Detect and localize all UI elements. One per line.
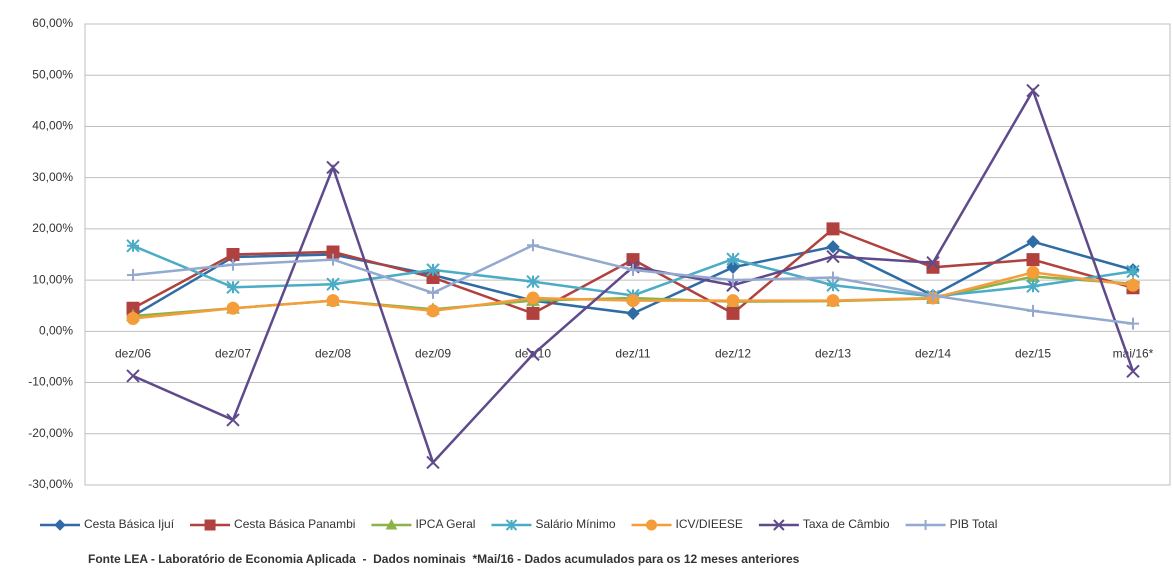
- legend-marker: [54, 519, 66, 531]
- point-marker: [1026, 234, 1040, 249]
- legend-marker: [385, 518, 398, 530]
- x-tick-label: dez/07: [215, 347, 251, 361]
- point-marker: [126, 369, 140, 383]
- point-marker: [1127, 317, 1139, 330]
- point-marker: [1027, 304, 1039, 317]
- y-tick-label: -10,00%: [28, 375, 73, 389]
- point-marker: [1026, 253, 1040, 267]
- point-marker: [526, 306, 540, 320]
- point-marker: [526, 291, 540, 305]
- point-marker: [626, 306, 640, 321]
- point-marker: [226, 301, 240, 315]
- series-line: [132, 87, 1135, 465]
- y-tick-label: 60,00%: [32, 16, 73, 30]
- point-marker: [826, 222, 840, 236]
- point-marker: [327, 253, 339, 266]
- point-marker: [626, 294, 640, 308]
- legend-label: IPCA Geral: [415, 517, 475, 531]
- x-tick-label: dez/12: [715, 347, 751, 361]
- point-marker: [226, 413, 240, 427]
- point-marker: [726, 294, 740, 308]
- point-marker: [427, 286, 439, 299]
- y-tick-label: 0,00%: [39, 324, 73, 338]
- y-tick-label: -20,00%: [28, 426, 73, 440]
- point-marker: [126, 239, 140, 253]
- point-marker: [326, 294, 340, 308]
- point-marker: [1126, 278, 1140, 292]
- point-marker: [526, 347, 540, 362]
- point-marker: [826, 240, 840, 254]
- point-marker: [526, 274, 540, 289]
- y-tick-label: 40,00%: [32, 119, 73, 133]
- y-tick-label: 50,00%: [32, 67, 73, 81]
- point-marker: [1026, 265, 1040, 279]
- point-marker: [926, 255, 940, 270]
- x-tick-label: dez/06: [115, 347, 151, 361]
- x-tick-label: mai/16*: [1113, 347, 1154, 361]
- point-marker: [426, 304, 440, 318]
- point-marker: [826, 278, 840, 292]
- point-marker: [227, 258, 239, 271]
- legend-label: Taxa de Câmbio: [803, 517, 890, 531]
- point-marker: [527, 239, 539, 252]
- point-marker: [826, 294, 840, 308]
- point-marker: [326, 277, 340, 291]
- x-tick-label: dez/14: [915, 347, 951, 361]
- legend-label: ICV/DIEESE: [676, 517, 743, 531]
- point-marker: [127, 268, 139, 281]
- legend-label: PIB Total: [950, 517, 998, 531]
- legend-marker: [505, 519, 518, 531]
- point-marker: [426, 263, 440, 277]
- point-marker: [426, 455, 440, 470]
- legend-marker: [646, 519, 658, 531]
- point-marker: [726, 260, 740, 275]
- point-marker: [1126, 364, 1140, 378]
- point-marker: [226, 248, 240, 261]
- point-marker: [627, 263, 639, 276]
- x-tick-label: dez/11: [615, 347, 650, 361]
- point-marker: [726, 252, 740, 266]
- y-tick-label: 30,00%: [32, 170, 73, 184]
- y-tick-label: 10,00%: [32, 272, 73, 286]
- legend-marker: [204, 519, 216, 531]
- point-marker: [326, 245, 340, 259]
- footnote: Fonte LEA - Laboratório de Economia Apli…: [88, 552, 800, 566]
- point-marker: [1126, 264, 1140, 279]
- point-marker: [826, 249, 840, 264]
- legend-label: Salário Mínimo: [535, 517, 615, 531]
- y-tick-label: -30,00%: [28, 477, 73, 491]
- point-marker: [726, 306, 740, 320]
- point-marker: [827, 271, 839, 284]
- legend-label: Cesta Básica Ijuí: [84, 517, 175, 531]
- x-tick-label: dez/15: [1015, 347, 1051, 361]
- point-marker: [1026, 83, 1040, 98]
- point-marker: [927, 289, 939, 302]
- point-marker: [326, 160, 340, 175]
- y-tick-label: 20,00%: [32, 221, 73, 235]
- point-marker: [226, 280, 240, 294]
- legend-marker: [920, 520, 931, 530]
- x-tick-label: dez/09: [415, 347, 451, 361]
- legend-label: Cesta Básica Panambi: [234, 517, 355, 531]
- legend-marker: [773, 519, 785, 531]
- point-marker: [727, 274, 739, 287]
- x-tick-label: dez/08: [315, 347, 351, 361]
- point-marker: [126, 312, 140, 326]
- point-marker: [1026, 279, 1040, 293]
- x-tick-label: dez/13: [815, 347, 851, 361]
